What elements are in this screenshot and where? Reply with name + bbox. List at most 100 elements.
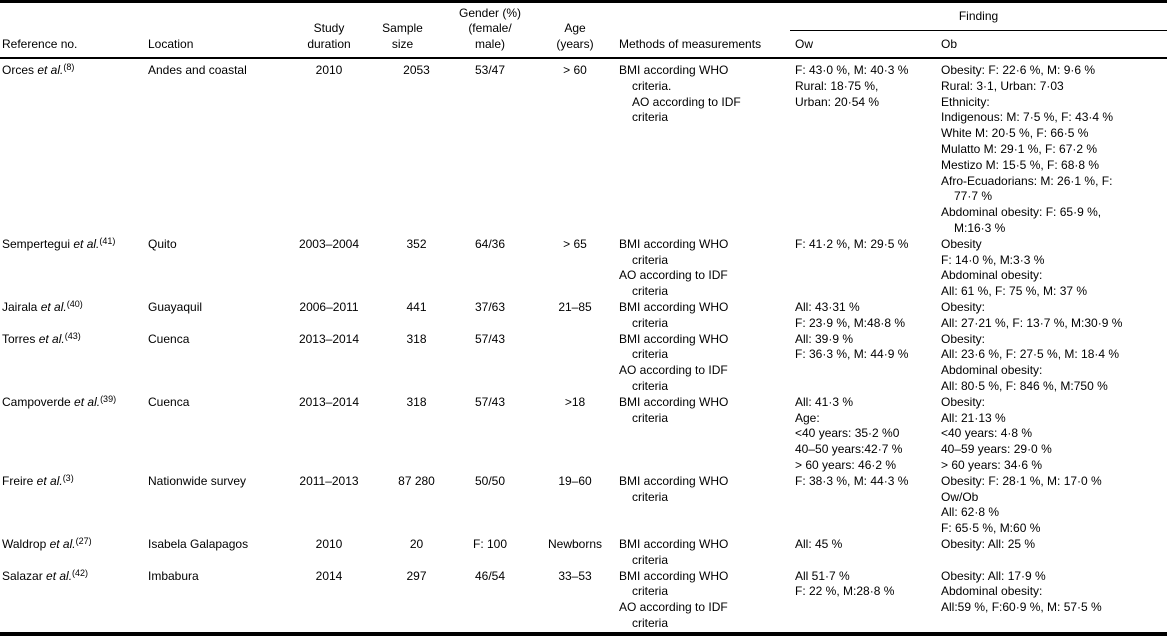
header-row-top: Reference no. Location Study duration Sa… bbox=[0, 1, 1167, 59]
cell-line: Abdominal obesity: F: 65·9 %, bbox=[941, 205, 1102, 220]
cell-line: BMI according WHO bbox=[619, 536, 729, 551]
column-header-ob: Ob bbox=[938, 30, 1167, 59]
cell-reference: Campoverde et al.(39) bbox=[0, 394, 148, 474]
cell-line: criteria bbox=[632, 410, 669, 425]
reference-author: Salazar bbox=[2, 568, 47, 583]
cell-reference: Sempertegui et al.(41) bbox=[0, 235, 148, 300]
reference-etal: et al. bbox=[40, 299, 67, 314]
cell-line: All: 62·8 % bbox=[941, 505, 1000, 520]
cell-study-duration: 2006–2011 bbox=[299, 299, 359, 314]
header-line: Methods of measurements bbox=[619, 37, 762, 52]
table-body: Orces et al.(8) Andes and coastal 2010 2053… bbox=[0, 58, 1167, 634]
cell-finding-ob: Obesity: All: 23·6 %, F: 27·5 %, M: 18·4 … bbox=[938, 332, 1167, 395]
cell-line: 40–59 years: 29·0 % bbox=[941, 442, 1052, 457]
column-header-methods: Methods of measurements bbox=[610, 1, 790, 59]
cell-line: F: 36·3 %, M: 44·9 % bbox=[795, 347, 909, 362]
cell-line: > 60 years: 46·2 % bbox=[795, 457, 897, 472]
reference-number: (40) bbox=[66, 298, 83, 309]
column-header-reference: Reference no. bbox=[0, 1, 148, 59]
column-header-sample-size: Sample size bbox=[365, 1, 440, 59]
cell-line: All: 23·6 %, F: 27·5 %, M: 18·4 % bbox=[941, 347, 1120, 362]
cell-line: Abdominal obesity: bbox=[941, 363, 1043, 378]
cell-gender: 57/43 bbox=[474, 394, 506, 409]
cell-line: Obesity: F: 22·6 %, M: 9·6 % bbox=[941, 63, 1096, 77]
reference-author: Freire bbox=[2, 473, 37, 488]
reference-author: Jairala bbox=[2, 299, 41, 314]
reference-number: (27) bbox=[75, 535, 92, 546]
cell-age: 19–60 bbox=[558, 473, 592, 488]
header-line: size bbox=[391, 37, 414, 52]
cell-line: Obesity: All: 25 % bbox=[941, 536, 1036, 551]
cell-methods: BMI according WHO criteria. AO according t… bbox=[610, 58, 790, 237]
cell-sample-size: 352 bbox=[406, 236, 427, 251]
cell-finding-ob: Obesity: F: 22·6 %, M: 9·6 % Rural: 3·1, … bbox=[938, 58, 1167, 237]
cell-methods: BMI according WHO criteria AO according to… bbox=[610, 332, 790, 395]
cell-finding-ow: F: 41·2 %, M: 29·5 % bbox=[790, 237, 938, 300]
cell-line: AO according to IDF bbox=[619, 268, 728, 283]
header-line: Location bbox=[148, 37, 194, 52]
cell-methods: BMI according WHO criteria bbox=[610, 300, 790, 332]
cell-line: criteria. bbox=[632, 78, 672, 93]
cell-line: Ethnicity: bbox=[941, 94, 990, 109]
cell-finding-ow: F: 43·0 %, M: 40·3 % Rural: 18·75 %, Urban… bbox=[790, 58, 938, 237]
cell-methods: BMI according WHO criteria bbox=[610, 395, 790, 474]
column-header-ow: Ow bbox=[790, 30, 938, 59]
cell-gender: 50/50 bbox=[474, 473, 506, 488]
cell-line: All: 21·13 % bbox=[941, 410, 1006, 425]
cell-sample-size: 87 280 bbox=[398, 473, 435, 488]
cell-line: BMI according WHO bbox=[619, 331, 729, 346]
reference-author: Torres bbox=[2, 331, 39, 346]
cell-methods: BMI according WHO criteria bbox=[610, 474, 790, 537]
cell-line: criteria bbox=[632, 378, 669, 393]
cell-line: criteria bbox=[632, 584, 669, 599]
cell-line: criteria bbox=[632, 615, 669, 630]
cell-study-duration: 2010 bbox=[315, 536, 343, 551]
reference-etal: et al. bbox=[38, 331, 65, 346]
header-line: Sample bbox=[382, 21, 423, 36]
cell-finding-ob: Obesity: F: 28·1 %, M: 17·0 % Ow/Ob All: 6… bbox=[938, 474, 1167, 537]
cell-location: Nationwide survey bbox=[148, 473, 247, 488]
cell-line: BMI according WHO bbox=[619, 299, 729, 314]
cell-line: All:59 %, F:60·9 %, M: 57·5 % bbox=[941, 600, 1102, 615]
cell-reference: Freire et al.(3) bbox=[0, 473, 148, 537]
cell-line: F: 43·0 %, M: 40·3 % bbox=[795, 63, 909, 77]
cell-age bbox=[540, 332, 610, 395]
cell-line: Obesity: bbox=[941, 299, 986, 314]
cell-finding-ob: Obesity: All: 17·9 % Abdominal obesity: Al… bbox=[938, 569, 1167, 634]
reference-etal: et al. bbox=[37, 63, 64, 77]
cell-finding-ow: All: 39·9 % F: 36·3 %, M: 44·9 % bbox=[790, 332, 938, 395]
cell-line: 40–50 years:42·7 % bbox=[795, 442, 903, 457]
table-row: Waldrop et al.(27) Isabela Galapagos 2010 2… bbox=[0, 535, 1167, 569]
cell-line: Ow/Ob bbox=[941, 489, 979, 504]
reference-number: (41) bbox=[99, 235, 116, 246]
header-line: Finding bbox=[958, 9, 999, 23]
cell-gender: 37/63 bbox=[474, 299, 506, 314]
table-row: Salazar et al.(42) Imbabura 2014 297 46/54 33… bbox=[0, 568, 1167, 634]
cell-line: BMI according WHO bbox=[619, 473, 729, 488]
cell-study-duration: 2011–2013 bbox=[299, 473, 359, 488]
cell-sample-size: 20 bbox=[409, 536, 424, 551]
cell-finding-ob: Obesity F: 14·0 %, M:3·3 % Abdominal obesi… bbox=[938, 237, 1167, 300]
cell-line: criteria bbox=[632, 284, 669, 299]
finding-group-header: Finding bbox=[790, 1, 1167, 31]
cell-age: 21–85 bbox=[558, 299, 592, 314]
column-header-gender: Gender (%) (female/ male) bbox=[440, 1, 540, 59]
cell-sample-size: 2053 bbox=[403, 63, 430, 77]
cell-study-duration: 2013–2014 bbox=[298, 394, 360, 409]
cell-location: Andes and coastal bbox=[148, 63, 247, 77]
cell-gender: F: 100 bbox=[472, 536, 508, 551]
cell-line: All: 80·5 %, F: 846 %, M:750 % bbox=[941, 378, 1108, 393]
cell-line: M:16·3 % bbox=[954, 220, 1006, 235]
cell-line: Mulatto M: 29·1 %, F: 67·2 % bbox=[941, 141, 1098, 156]
cell-line: criteria bbox=[632, 315, 669, 330]
cell-line: All: 61 %, F: 75 %, M: 37 % bbox=[941, 284, 1088, 299]
header-line: duration bbox=[307, 37, 351, 52]
cell-finding-ow: All: 45 % bbox=[790, 537, 938, 569]
cell-line: AO according to IDF bbox=[632, 94, 741, 109]
reference-etal: et al. bbox=[36, 473, 63, 488]
cell-line: AO according to IDF bbox=[619, 363, 728, 378]
cell-location: Guayaquil bbox=[148, 299, 203, 314]
cell-line: F: 38·3 %, M: 44·3 % bbox=[795, 473, 909, 488]
cell-age: > 65 bbox=[563, 236, 587, 251]
